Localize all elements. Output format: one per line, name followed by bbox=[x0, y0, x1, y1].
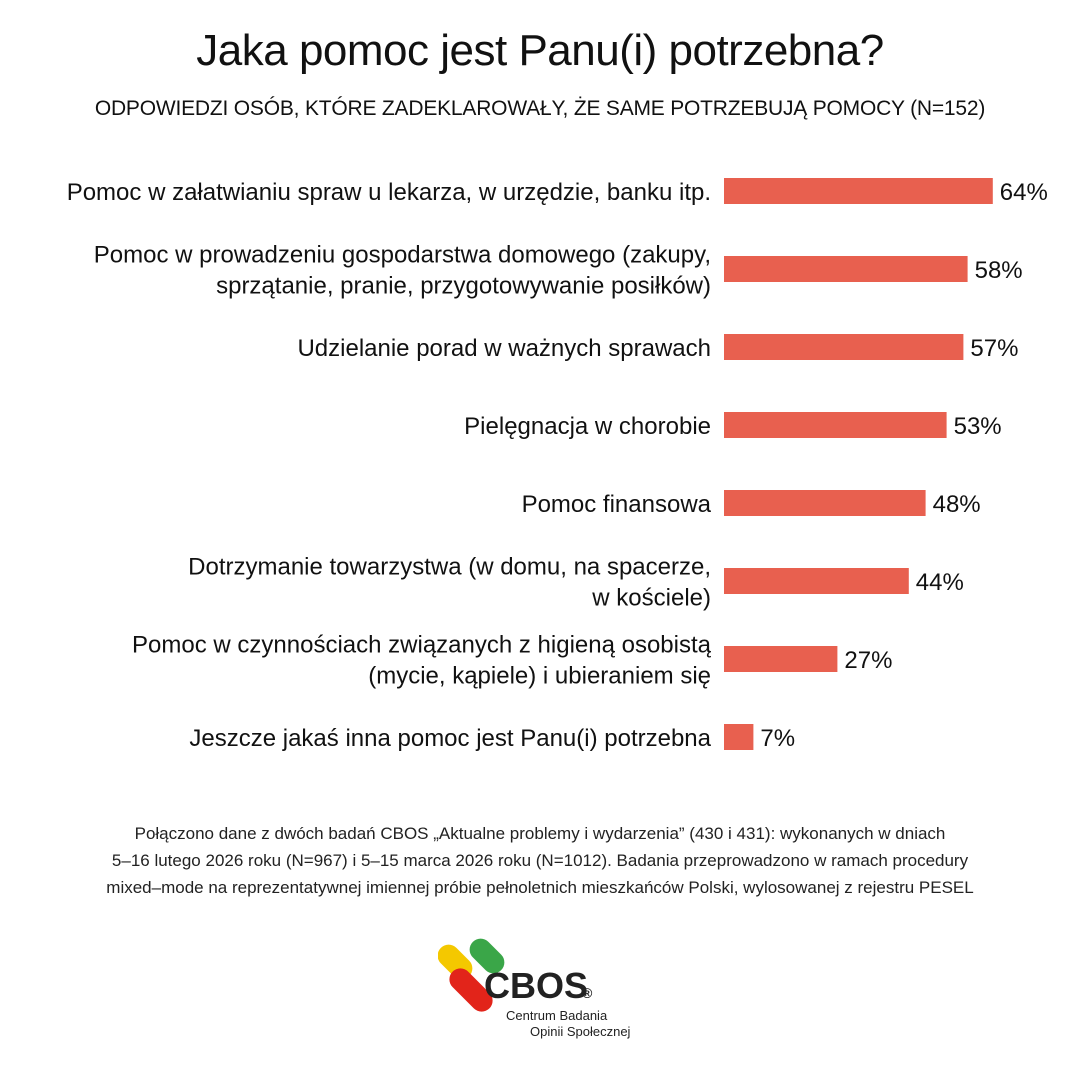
cbos-logo: CBOS ® Centrum Badania Opinii Społecznej bbox=[438, 938, 631, 1039]
logo-mark-icon bbox=[438, 938, 505, 1012]
bar-value-label: 48% bbox=[933, 491, 981, 518]
bar-value-label: 57% bbox=[970, 335, 1018, 362]
bar bbox=[724, 334, 964, 360]
bar bbox=[724, 412, 947, 438]
bar bbox=[724, 178, 993, 204]
chart-subtitle: ODPOWIEDZI OSÓB, KTÓRE ZADEKLAROWAŁY, ŻE… bbox=[94, 97, 986, 120]
bar bbox=[724, 256, 968, 282]
source-note-line: mixed–mode na reprezentatywnej imiennej … bbox=[106, 878, 974, 897]
category-label: Dotrzymanie towarzystwa (w domu, na spac… bbox=[188, 554, 711, 581]
bar-value-label: 7% bbox=[760, 725, 795, 752]
bar-value-label: 44% bbox=[916, 569, 964, 596]
category-label: Pielęgnacja w chorobie bbox=[464, 413, 711, 440]
bar-value-label: 53% bbox=[954, 413, 1002, 440]
bar-value-label: 58% bbox=[975, 257, 1023, 284]
logo-name: CBOS bbox=[484, 965, 588, 1006]
bar bbox=[724, 490, 926, 516]
category-label: w kościele) bbox=[591, 585, 711, 612]
category-label: Pomoc w czynnościach związanych z higien… bbox=[132, 632, 712, 659]
category-label: Jeszcze jakaś inna pomoc jest Panu(i) po… bbox=[189, 725, 711, 752]
category-label: Pomoc w załatwianiu spraw u lekarza, w u… bbox=[67, 179, 711, 206]
category-label: Udzielanie porad w ważnych sprawach bbox=[297, 335, 711, 362]
source-note-line: 5–16 lutego 2026 roku (N=967) i 5–15 mar… bbox=[111, 851, 969, 870]
bar-chart: 64% Pomoc w załatwianiu spraw u lekarza, … bbox=[67, 178, 1048, 752]
category-label: sprzątanie, pranie, przygotowywanie posi… bbox=[216, 273, 711, 300]
registered-mark: ® bbox=[582, 985, 593, 1001]
category-label: Pomoc finansowa bbox=[522, 491, 712, 518]
chart-title: Jaka pomoc jest Panu(i) potrzebna? bbox=[196, 26, 884, 75]
category-label: (mycie, kąpiele) i ubieraniem się bbox=[368, 663, 711, 690]
source-note-line: Połączono dane z dwóch badań CBOS „Aktua… bbox=[134, 824, 946, 843]
bar bbox=[724, 724, 754, 750]
logo-tagline-line: Centrum Badania bbox=[506, 1008, 608, 1023]
bar bbox=[724, 568, 909, 594]
bar-value-label: 27% bbox=[844, 647, 892, 674]
logo-tagline-line: Opinii Społecznej bbox=[530, 1024, 631, 1039]
source-note: Połączono dane z dwóch badań CBOS „Aktua… bbox=[40, 820, 1040, 901]
category-label: Pomoc w prowadzeniu gospodarstwa domoweg… bbox=[94, 242, 711, 269]
bar bbox=[724, 646, 838, 672]
bar-value-label: 64% bbox=[1000, 179, 1048, 206]
